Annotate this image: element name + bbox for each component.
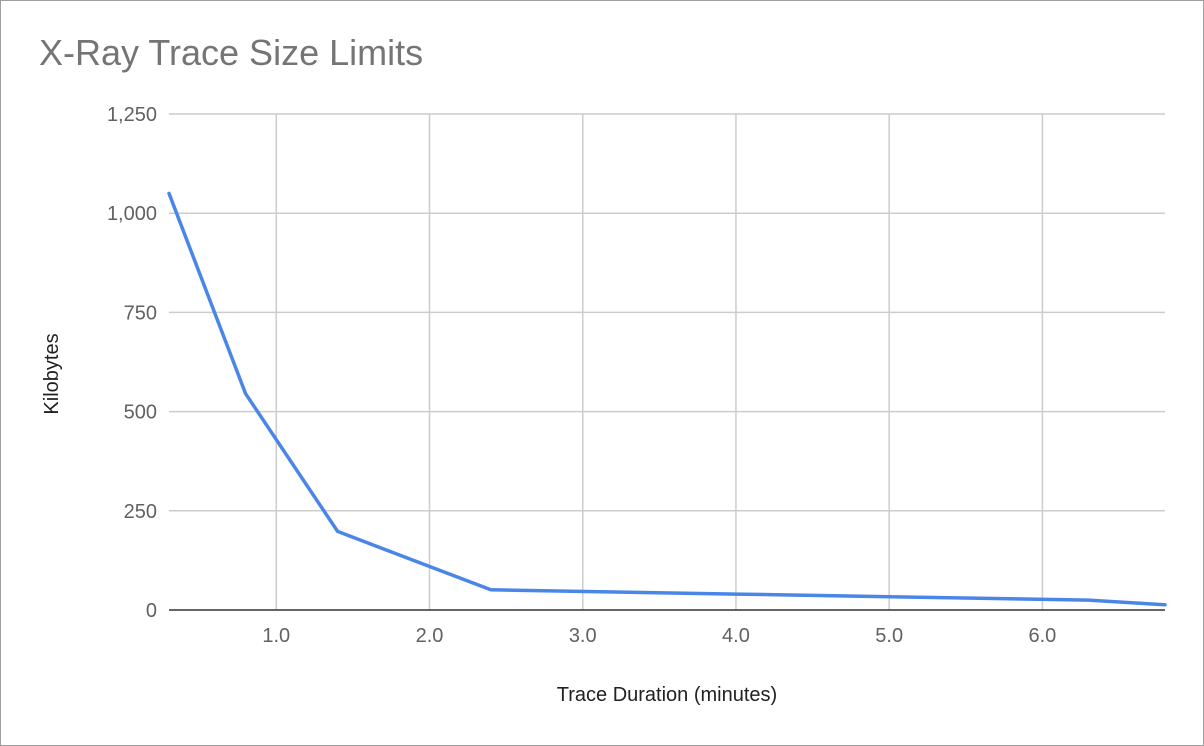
tick-label-layer: 0 250 500 750 1,000 1,250 1.0 2.0 3.0 4.0 5.0 6.0 xyxy=(107,104,1056,647)
x-axis-title: Trace Duration (minutes) xyxy=(557,684,777,706)
x-tick-label: 4.0 xyxy=(722,625,750,647)
x-tick-label: 5.0 xyxy=(875,625,903,647)
x-tick-label: 6.0 xyxy=(1029,625,1057,647)
x-tick-label: 1.0 xyxy=(262,625,290,647)
y-tick-label: 250 xyxy=(124,501,157,523)
y-tick-label: 750 xyxy=(124,302,157,324)
chart-title: X-Ray Trace Size Limits xyxy=(39,32,424,73)
x-tick-label: 3.0 xyxy=(569,625,597,647)
x-tick-label: 2.0 xyxy=(416,625,444,647)
y-tick-label: 0 xyxy=(146,600,157,622)
y-axis-title: Kilobytes xyxy=(41,333,63,414)
y-tick-label: 500 xyxy=(124,402,157,424)
series-layer xyxy=(167,191,1167,607)
y-tick-label: 1,000 xyxy=(107,203,157,225)
series-line xyxy=(167,191,1167,607)
y-tick-label: 1,250 xyxy=(107,104,157,126)
grid-layer xyxy=(169,113,1165,611)
